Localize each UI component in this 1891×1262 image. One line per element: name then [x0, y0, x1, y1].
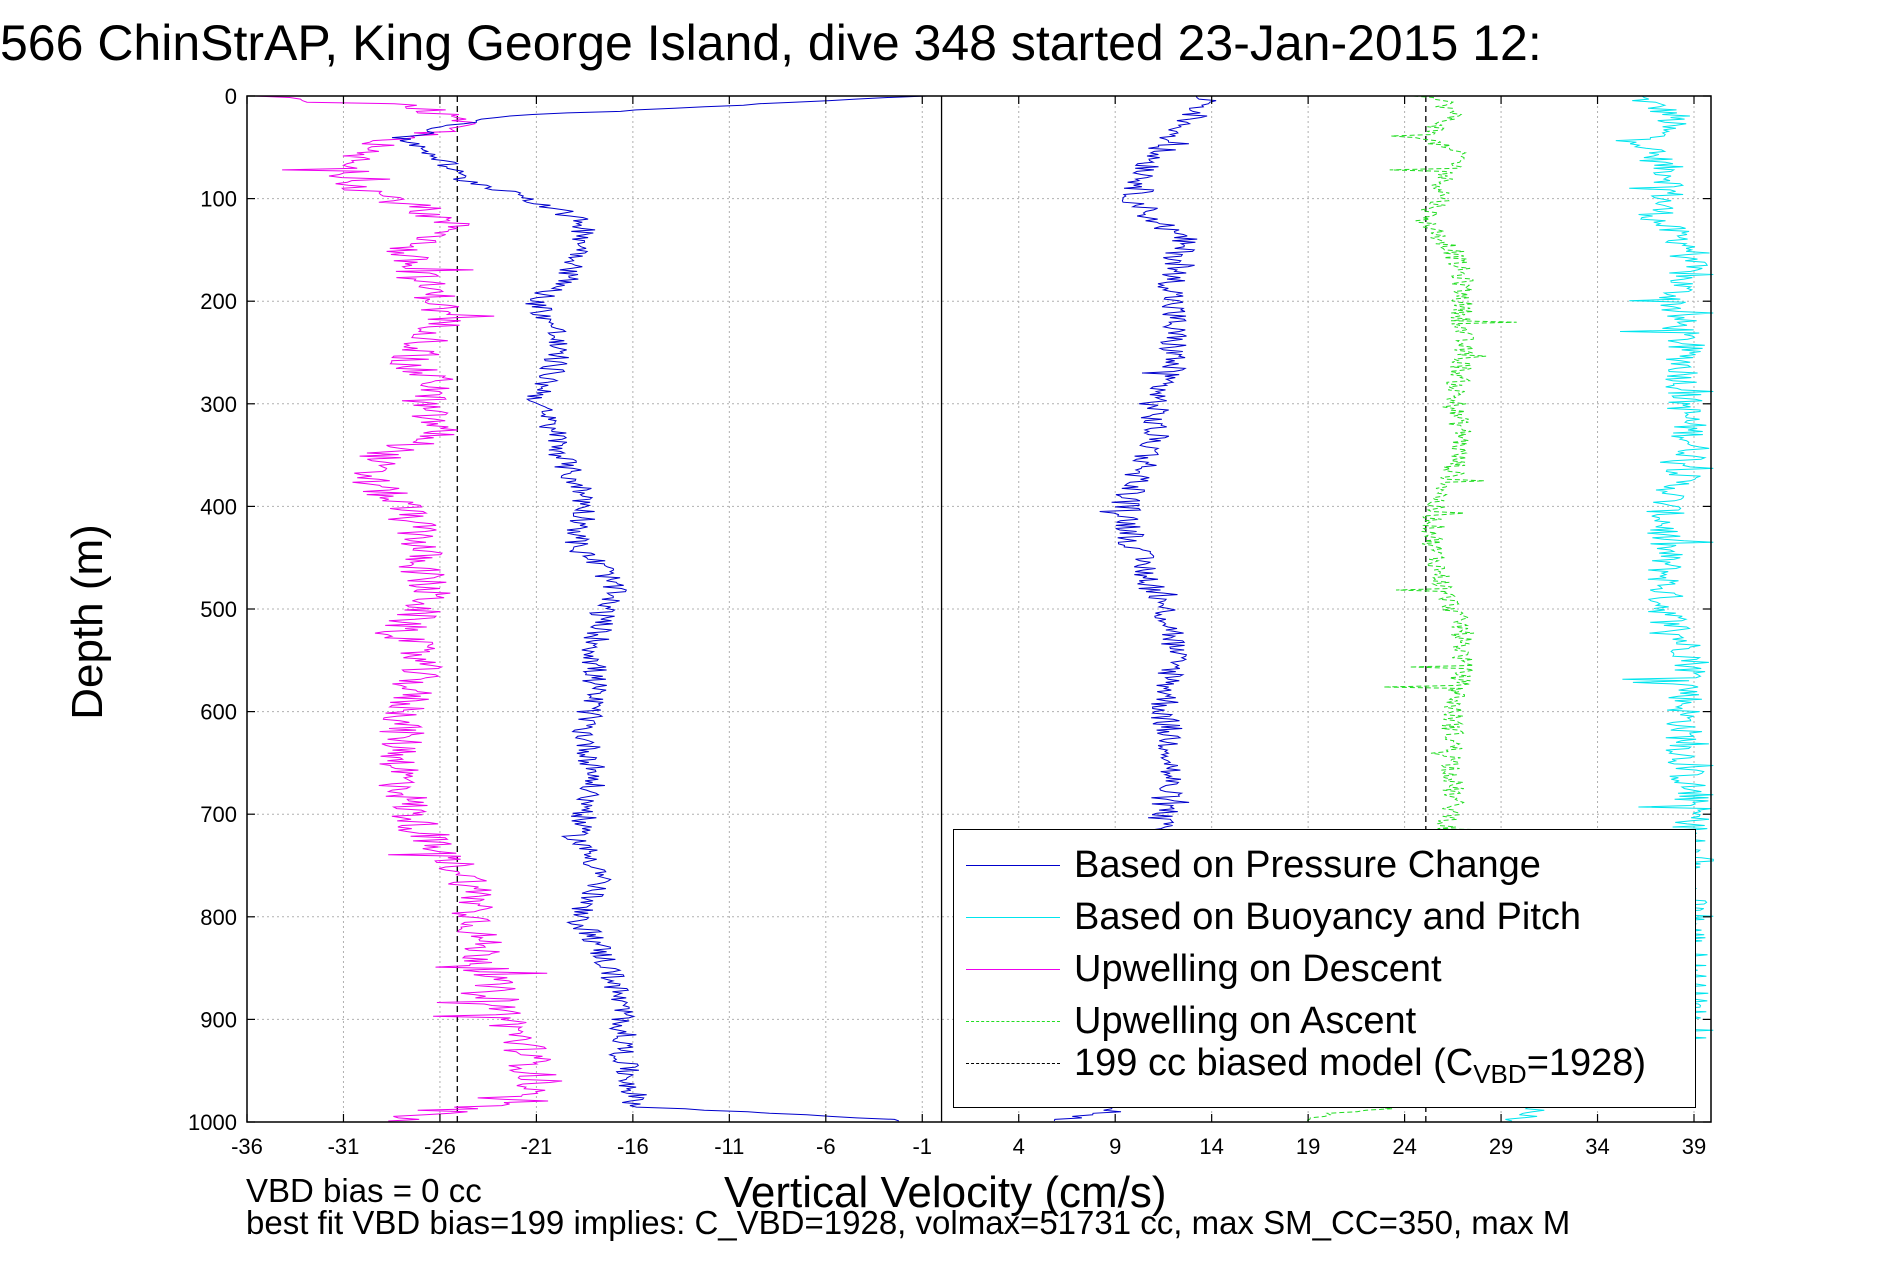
y-tick-labels: 0 100 200 300 400 500 600 700 800 900 1000 — [188, 84, 237, 1135]
x-tick-label: -21 — [521, 1134, 553, 1159]
legend-label-model: 199 cc biased model (CVBD=1928) — [1074, 1038, 1646, 1099]
x-tick-label: 29 — [1489, 1134, 1513, 1159]
x-tick-label: -16 — [617, 1134, 649, 1159]
x-tick-label: 24 — [1392, 1134, 1416, 1159]
x-tick-labels: -36 -31 -26 -21 -16 -11 -6 -1 4 9 14 19 24 29 34 39 — [231, 1134, 1706, 1159]
legend-item-ascent: Upwelling on Ascent — [966, 996, 1686, 1046]
legend-label-buoyancy: Based on Buoyancy and Pitch — [1074, 896, 1582, 938]
legend-swatch-descent — [966, 969, 1060, 970]
x-tick-label: 19 — [1296, 1134, 1320, 1159]
x-tick-label: -31 — [328, 1134, 360, 1159]
legend-item-descent: Upwelling on Descent — [966, 944, 1686, 994]
series-line-descent — [254, 95, 563, 1122]
legend-label-ascent: Upwelling on Ascent — [1074, 1000, 1417, 1042]
legend-label-descent: Upwelling on Descent — [1074, 948, 1442, 990]
chart-title: 566 ChinStrAP, King George Island, dive … — [0, 15, 1542, 71]
legend-swatch-ascent — [966, 1021, 1060, 1022]
axis-ticks — [246, 95, 1711, 1123]
y-tick-label: 900 — [200, 1007, 237, 1032]
x-tick-label: 34 — [1585, 1134, 1609, 1159]
legend-swatch-model — [966, 1063, 1060, 1064]
x-axis-label: Vertical Velocity (cm/s) — [724, 1168, 1167, 1217]
x-tick-label: 14 — [1199, 1134, 1223, 1159]
x-tick-label: 39 — [1682, 1134, 1706, 1159]
x-tick-label: -11 — [714, 1134, 744, 1159]
x-tick-label: -36 — [231, 1134, 263, 1159]
y-tick-label: 400 — [200, 494, 237, 519]
legend-item-model: 199 cc biased model (CVBD=1928) — [966, 1038, 1686, 1089]
x-tick-label: 9 — [1109, 1134, 1121, 1159]
legend-swatch-buoyancy — [966, 917, 1060, 918]
vbd-bias-note: VBD bias = 0 cc — [246, 1172, 482, 1209]
legend: Based on Pressure Change Based on Buoyan… — [953, 829, 1696, 1108]
x-tick-label: -26 — [424, 1134, 456, 1159]
legend-item-pressure: Based on Pressure Change — [966, 840, 1686, 890]
legend-item-buoyancy: Based on Buoyancy and Pitch — [966, 892, 1686, 942]
x-tick-label: -1 — [912, 1134, 932, 1159]
best-fit-note: best fit VBD bias=199 implies: C_VBD=192… — [246, 1204, 1571, 1241]
legend-label-model-suffix: =1928) — [1526, 1042, 1647, 1084]
legend-swatch-pressure — [966, 865, 1060, 866]
y-tick-label: 600 — [200, 700, 237, 725]
y-tick-label: 0 — [225, 84, 237, 109]
y-tick-label: 800 — [200, 905, 237, 930]
x-tick-label: 4 — [1013, 1134, 1025, 1159]
y-tick-label: 300 — [200, 392, 237, 417]
legend-label-pressure: Based on Pressure Change — [1074, 844, 1541, 886]
y-tick-label: 1000 — [188, 1110, 237, 1135]
legend-label-model-sub: VBD — [1473, 1059, 1527, 1089]
x-tick-label: -6 — [816, 1134, 836, 1159]
series-line-pressure-descent — [391, 95, 927, 1122]
legend-label-model-main: 199 cc biased model (C — [1074, 1042, 1474, 1084]
y-tick-label: 200 — [200, 289, 237, 314]
y-tick-label: 100 — [200, 187, 237, 212]
y-axis-label: Depth (m) — [63, 524, 112, 720]
y-tick-label: 700 — [200, 802, 237, 827]
y-tick-label: 500 — [200, 597, 237, 622]
